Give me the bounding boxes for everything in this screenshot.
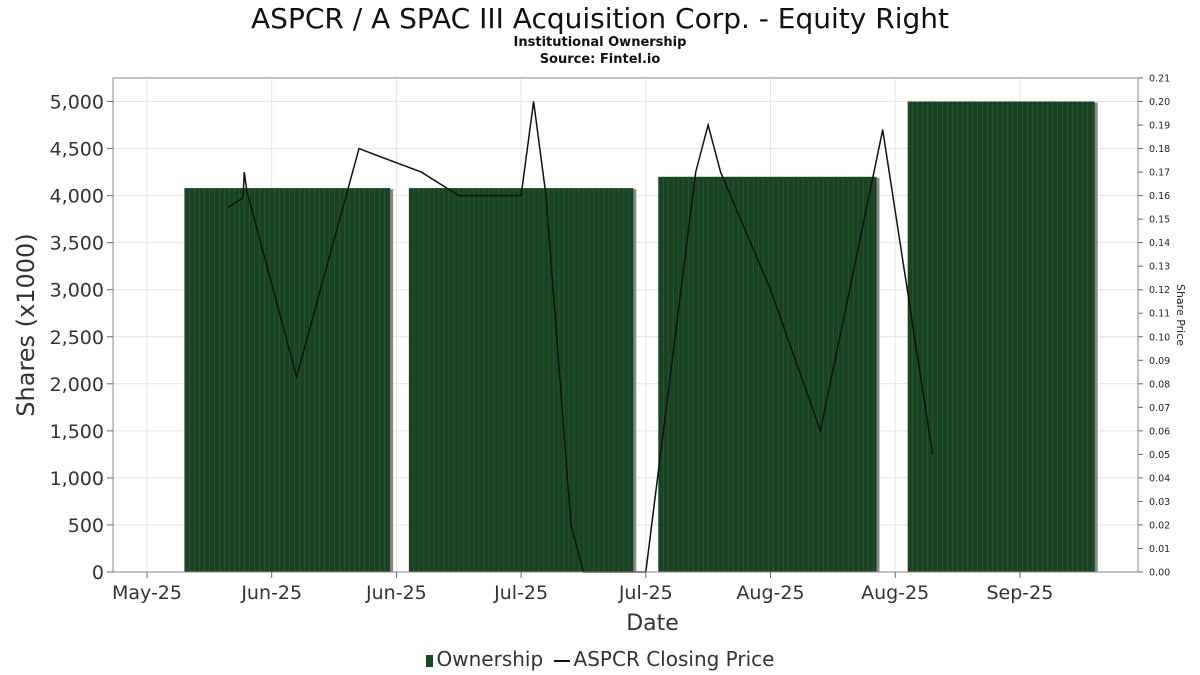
right-tick-label: 0.04 — [1149, 473, 1170, 484]
price-line-layer — [227, 101, 934, 573]
y-axis-right-label: Share Price — [1174, 284, 1187, 346]
legend-price-label: ASPCR Closing Price — [573, 647, 775, 671]
y-axis-label: Shares (x1000) — [12, 233, 40, 416]
right-tick-label: 0.14 — [1149, 238, 1170, 249]
left-tick-label: 1,000 — [50, 468, 104, 490]
left-tick-label: 3,500 — [50, 233, 104, 255]
right-tick-label: 0.00 — [1149, 568, 1170, 579]
left-tick-label: 2,500 — [50, 327, 104, 349]
right-tick-label: 0.01 — [1149, 544, 1170, 555]
ownership-bars — [184, 101, 1098, 573]
right-tick-label: 0.18 — [1149, 144, 1170, 155]
x-axis: May-25 Jun-25 Jun-25 Jul-25 Jul-25 Aug-25 Aug-… — [112, 572, 1053, 604]
legend-ownership-swatch — [425, 654, 433, 667]
right-tick-label: 0.21 — [1149, 74, 1170, 85]
right-tick-label: 0.10 — [1149, 332, 1170, 343]
right-tick-label: 0.02 — [1149, 520, 1170, 531]
right-tick-label: 0.07 — [1149, 403, 1170, 414]
x-axis-label: Date — [626, 611, 679, 636]
right-tick-label: 0.09 — [1149, 356, 1170, 367]
right-tick-label: 0.06 — [1149, 426, 1170, 437]
left-tick-label: 1,500 — [50, 421, 104, 443]
ownership-bar — [907, 101, 1095, 573]
right-tick-label: 0.11 — [1149, 309, 1170, 320]
legend-price: ASPCR Closing Price — [553, 647, 775, 671]
x-tick-label: Jun-25 — [240, 582, 302, 604]
right-tick-label: 0.08 — [1149, 379, 1170, 390]
legend-price-swatch — [553, 659, 570, 662]
ownership-bar — [658, 176, 877, 573]
right-tick-label: 0.17 — [1149, 168, 1170, 179]
ownership-bar — [408, 188, 634, 572]
x-tick-label: Jun-25 — [365, 582, 427, 604]
chart-area: 0 500 1,000 1,500 2,000 2,500 3,000 3,500 4,000 4… — [12, 74, 1187, 637]
x-tick-label: Aug-25 — [736, 582, 804, 604]
chart-title: ASPCR / A SPAC III Acquisition Corp. - E… — [251, 2, 949, 35]
right-tick-label: 0.19 — [1149, 121, 1170, 132]
left-tick-label: 4,000 — [50, 186, 104, 208]
right-tick-label: 0.03 — [1149, 497, 1170, 508]
legend: Ownership ASPCR Closing Price — [0, 647, 1200, 671]
left-tick-label: 0 — [92, 562, 104, 584]
x-tick-label: Jul-25 — [618, 582, 673, 604]
left-tick-label: 500 — [68, 515, 104, 537]
right-tick-label: 0.13 — [1149, 262, 1170, 273]
legend-ownership-label: Ownership — [436, 647, 544, 671]
right-axis: 0.00 0.01 0.02 0.03 0.04 0.05 0.06 0.07 0.08 0.09… — [1138, 74, 1170, 579]
left-tick-label: 3,000 — [50, 280, 104, 302]
right-tick-label: 0.20 — [1149, 97, 1170, 108]
plot-frame — [112, 77, 1139, 573]
right-tick-label: 0.16 — [1149, 191, 1170, 202]
right-tick-label: 0.05 — [1149, 450, 1170, 461]
right-tick-label: 0.12 — [1149, 285, 1170, 296]
right-tick-label: 0.15 — [1149, 215, 1170, 226]
ownership-bar — [184, 188, 391, 572]
left-tick-label: 2,000 — [50, 374, 104, 396]
chart-source: Source: Fintel.io — [539, 52, 661, 67]
x-tick-label: Sep-25 — [986, 582, 1053, 604]
chart-subtitle: Institutional Ownership — [513, 35, 687, 50]
x-tick-label: Jul-25 — [493, 582, 548, 604]
left-tick-label: 4,500 — [50, 139, 104, 161]
x-tick-label: May-25 — [112, 582, 182, 604]
left-tick-label: 5,000 — [50, 92, 104, 114]
legend-ownership: Ownership — [425, 647, 544, 671]
x-tick-label: Aug-25 — [861, 582, 929, 604]
left-axis: 0 500 1,000 1,500 2,000 2,500 3,000 3,500 4,000 4… — [50, 92, 113, 584]
price-line — [227, 101, 934, 573]
